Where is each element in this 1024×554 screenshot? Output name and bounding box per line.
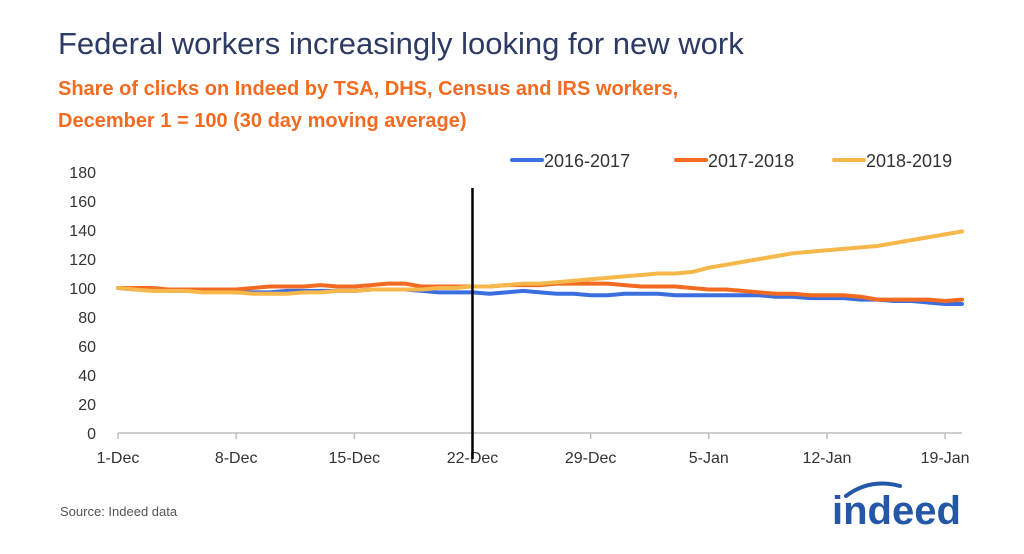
x-tick-label: 1-Dec xyxy=(97,450,140,467)
x-tick-label: 29-Dec xyxy=(565,450,617,467)
y-tick-label: 0 xyxy=(87,426,96,443)
series-line-2018-2019 xyxy=(116,229,964,296)
indeed-logo: indeed xyxy=(832,481,961,528)
y-tick-label: 100 xyxy=(69,281,96,298)
y-tick-label: 20 xyxy=(78,397,96,414)
chart-title: Federal workers increasingly looking for… xyxy=(58,26,744,61)
y-tick-label: 120 xyxy=(69,252,96,269)
y-tick-label: 140 xyxy=(69,223,96,240)
y-tick-label: 80 xyxy=(78,310,96,327)
chart-subtitle-line-1: Share of clicks on Indeed by TSA, DHS, C… xyxy=(58,78,679,100)
x-tick-label: 5-Jan xyxy=(689,450,729,467)
y-tick-label: 60 xyxy=(78,339,96,356)
logo-text: indeed xyxy=(832,489,961,528)
x-tick-label: 12-Jan xyxy=(802,450,851,467)
x-tick-label: 15-Dec xyxy=(329,450,381,467)
legend-label: 2016-2017 xyxy=(544,151,630,171)
legend-label: 2017-2018 xyxy=(708,151,794,171)
y-tick-label: 40 xyxy=(78,368,96,385)
logo-arc xyxy=(844,481,902,498)
y-tick-label: 180 xyxy=(69,165,96,182)
source-note: Source: Indeed data xyxy=(60,504,178,519)
y-tick-label: 160 xyxy=(69,194,96,211)
legend-label: 2018-2019 xyxy=(866,151,952,171)
chart-subtitle-line-2: December 1 = 100 (30 day moving average) xyxy=(58,110,467,132)
x-tick-label: 19-Jan xyxy=(921,450,970,467)
x-tick-label: 8-Dec xyxy=(215,450,258,467)
